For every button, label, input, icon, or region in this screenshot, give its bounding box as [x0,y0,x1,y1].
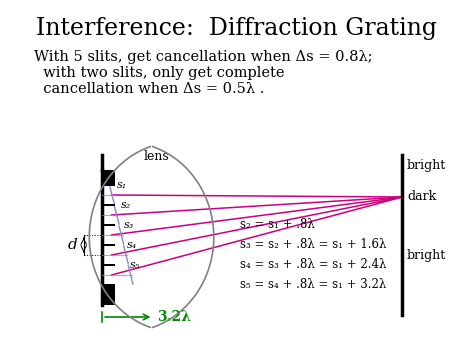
Text: s₂ = s₁ + .8λ: s₂ = s₁ + .8λ [240,218,315,231]
Text: Interference:  Diffraction Grating: Interference: Diffraction Grating [36,17,438,40]
Text: bright: bright [407,158,446,171]
Bar [102,244,115,246]
Text: With 5 slits, get cancellation when Δs = 0.8λ;: With 5 slits, get cancellation when Δs =… [34,50,372,64]
Text: lens: lens [143,150,169,163]
Text: s₂: s₂ [120,200,131,210]
Bar [102,284,115,305]
Text: s₅: s₅ [130,260,140,270]
Text: d: d [68,238,77,252]
Text: s₃ = s₂ + .8λ = s₁ + 1.6λ: s₃ = s₂ + .8λ = s₁ + 1.6λ [240,239,386,251]
Text: bright: bright [407,248,446,262]
Text: s₅ = s₄ + .8λ = s₁ + 3.2λ: s₅ = s₄ + .8λ = s₁ + 3.2λ [240,279,386,291]
Bar [102,170,115,186]
Text: cancellation when Δs = 0.5λ .: cancellation when Δs = 0.5λ . [34,82,264,96]
Text: s₃: s₃ [124,220,134,230]
Text: 3.2λ: 3.2λ [157,310,191,324]
Bar [102,264,115,266]
Text: s₄: s₄ [127,240,137,250]
Text: dark: dark [407,191,436,203]
Bar [102,204,115,206]
Text: with two slits, only get complete: with two slits, only get complete [34,66,284,80]
Text: s₁: s₁ [117,180,128,190]
Text: s₄ = s₃ + .8λ = s₁ + 2.4λ: s₄ = s₃ + .8λ = s₁ + 2.4λ [240,258,386,272]
Bar [102,224,115,226]
